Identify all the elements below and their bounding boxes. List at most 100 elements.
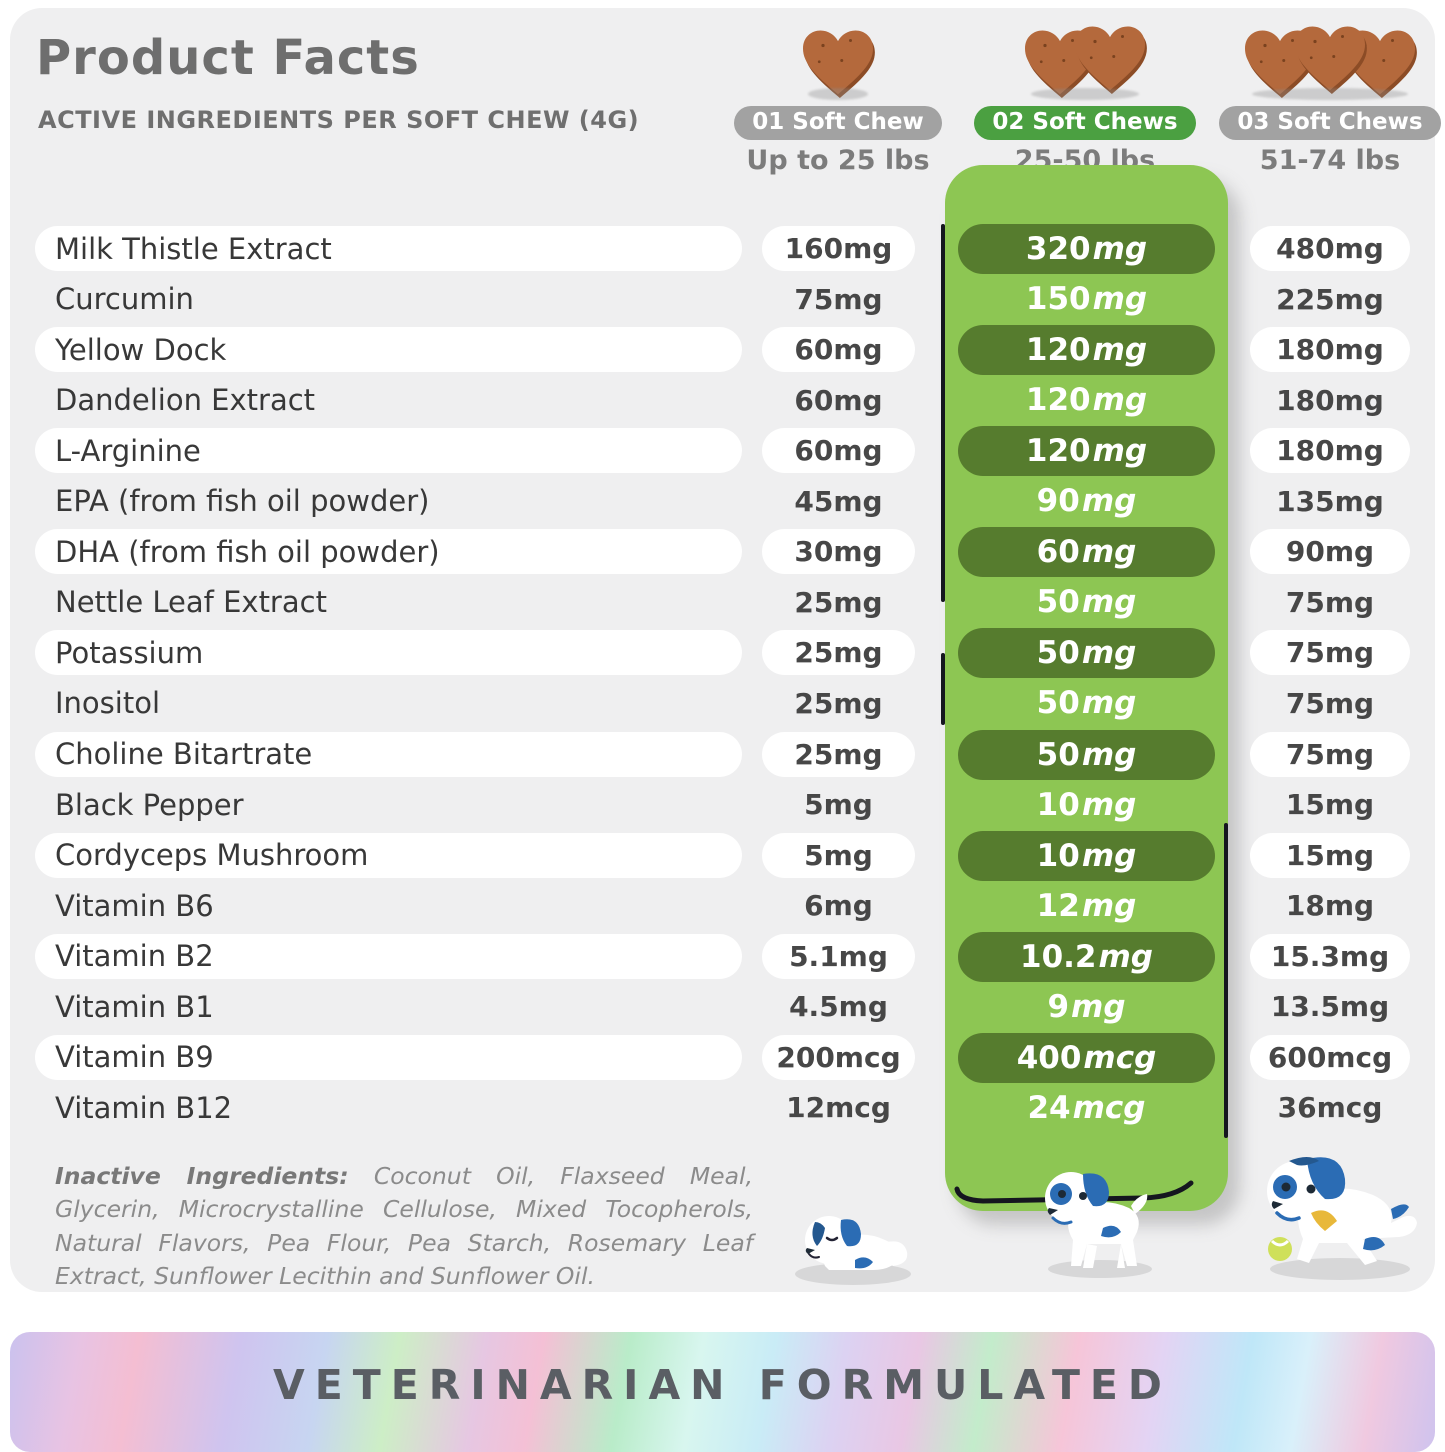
dose-1-chew: 160mg (762, 226, 915, 271)
dose-3-chews: 600mcg (1250, 1034, 1410, 1080)
page-title: Product Facts (36, 30, 420, 86)
table-row: Vitamin B6 6mg 12 mg 18mg (10, 883, 1435, 928)
dose-1-chew: 25mg (794, 686, 883, 720)
puppy-large-icon (1267, 1157, 1417, 1280)
chew-shadow (1031, 88, 1139, 100)
dose-3-chews: 15.3mg (1250, 933, 1410, 979)
ingredient-name: Potassium (35, 630, 742, 676)
table-row: Cordyceps Mushroom 5mg 10 mg 15mg (10, 830, 1435, 881)
ingredient-name: Vitamin B2 (35, 933, 742, 979)
banner-text: VETERINARIAN FORMULATED (273, 1361, 1172, 1409)
dose-2-chews: 9 mg (1047, 988, 1126, 1025)
dose-3-chews: 180mg (1250, 428, 1410, 474)
dose-2-chews: 320 mg (958, 224, 1215, 274)
ingredient-name: EPA (from fish oil powder) (55, 484, 430, 519)
soft-chew-icon (1200, 22, 1445, 100)
table-row: EPA (from fish oil powder) 45mg 90 mg 135… (10, 479, 1435, 524)
dose-3-chews: 18mg (1285, 889, 1375, 923)
inactive-ingredients: Inactive Ingredients: Coconut Oil, Flaxs… (55, 1160, 753, 1293)
dose-3-chews: 180mg (1250, 327, 1410, 373)
dose-3-chews: 36mcg (1277, 1091, 1383, 1125)
table-row: Milk Thistle Extract 160mg 320 mg 480mg (10, 224, 1435, 274)
dose-2-chews: 50 mg (1036, 685, 1137, 722)
soft-chew-icon (955, 22, 1215, 100)
dose-3-chews: 15mg (1285, 788, 1375, 822)
dose-2-chews: 50 mg (1036, 584, 1137, 621)
ingredient-name: Curcumin (55, 282, 194, 317)
chew-count-badge: 01 Soft Chew (734, 106, 942, 140)
dose-3-chews: 75mg (1285, 686, 1375, 720)
dose-2-chews: 24 mcg (1027, 1089, 1146, 1126)
dose-1-chew: 45mg (794, 484, 883, 518)
dose-3-chews: 480mg (1250, 226, 1410, 271)
dose-1-chew: 5mg (762, 832, 915, 878)
table-row: Dandelion Extract 60mg 120 mg 180mg (10, 378, 1435, 423)
table-row: Vitamin B12 12mcg 24 mcg 36mcg (10, 1085, 1435, 1130)
ingredient-name: Vitamin B6 (55, 888, 214, 923)
dose-1-chew: 6mg (804, 889, 873, 923)
ingredient-name: Nettle Leaf Extract (55, 585, 327, 620)
dose-3-chews: 180mg (1276, 383, 1384, 417)
ingredients-table: Milk Thistle Extract 160mg 320 mg 480mg C… (10, 224, 1435, 1151)
dose-2-chews: 150 mg (1025, 281, 1148, 318)
ingredient-name: Black Pepper (55, 787, 244, 822)
ingredient-name: Vitamin B12 (55, 1090, 233, 1125)
dose-1-chew: 25mg (762, 731, 915, 777)
table-row: Black Pepper 5mg 10 mg 15mg (10, 782, 1435, 827)
soft-chew-icon (708, 22, 968, 100)
dose-3-chews: 225mg (1276, 282, 1384, 316)
weight-range-label: 51-74 lbs (1259, 145, 1401, 176)
dose-2-chews: 120 mg (958, 426, 1215, 477)
table-row: DHA (from fish oil powder) 30mg 60 mg 90m… (10, 527, 1435, 578)
column-header-3-chews: 03 Soft Chews 51-74 lbs (1200, 22, 1445, 176)
table-row: Potassium 25mg 50 mg 75mg (10, 628, 1435, 679)
chew-shadow (1252, 88, 1408, 100)
table-row: L-Arginine 60mg 120 mg 180mg (10, 426, 1435, 477)
table-row: Curcumin 75mg 150 mg 225mg (10, 277, 1435, 322)
table-row: Yellow Dock 60mg 120 mg 180mg (10, 325, 1435, 376)
chew-count-badge: 03 Soft Chews (1219, 106, 1441, 140)
dose-1-chew: 30mg (762, 529, 915, 575)
dose-1-chew: 60mg (762, 327, 915, 373)
ingredient-name: Choline Bitartrate (35, 731, 742, 777)
column-header-1-chew: 01 Soft Chew Up to 25 lbs (708, 22, 968, 176)
dose-3-chews: 90mg (1250, 529, 1410, 575)
dose-3-chews: 75mg (1250, 731, 1410, 777)
brush-stroke-left-icon (941, 224, 945, 602)
puppy-small-icon (795, 1216, 911, 1285)
dose-2-chews: 50 mg (958, 729, 1215, 780)
dose-2-chews: 90 mg (1036, 483, 1137, 520)
ingredient-name: DHA (from fish oil powder) (35, 529, 742, 575)
dose-1-chew: 200mcg (762, 1034, 915, 1080)
ingredient-name: Inositol (55, 686, 161, 721)
dose-2-chews: 50 mg (958, 628, 1215, 679)
weight-range-label: Up to 25 lbs (746, 145, 930, 176)
ingredient-name: Dandelion Extract (55, 383, 316, 418)
dose-1-chew: 5.1mg (762, 933, 915, 979)
dose-1-chew: 25mg (794, 585, 883, 619)
dose-2-chews: 10 mg (1036, 786, 1137, 823)
chew-count-badge: 02 Soft Chews (974, 106, 1196, 140)
dose-1-chew: 75mg (794, 282, 883, 316)
dose-3-chews: 13.5mg (1270, 990, 1390, 1024)
table-row: Choline Bitartrate 25mg 50 mg 75mg (10, 729, 1435, 780)
dose-1-chew: 60mg (762, 428, 915, 474)
ingredient-name: L-Arginine (35, 428, 742, 474)
dose-1-chew: 25mg (762, 630, 915, 676)
veterinarian-banner: VETERINARIAN FORMULATED (10, 1332, 1435, 1452)
dose-2-chews: 120 mg (1025, 382, 1148, 419)
inactive-ingredients-label: Inactive Ingredients: (55, 1162, 349, 1190)
chew-shadow (808, 88, 868, 100)
dose-2-chews: 400 mcg (958, 1032, 1215, 1083)
dose-2-chews: 10.2 mg (958, 931, 1215, 982)
ingredient-name: Milk Thistle Extract (35, 226, 742, 271)
dose-1-chew: 5mg (804, 788, 873, 822)
brush-stroke-right-icon (1224, 823, 1228, 1138)
dose-1-chew: 4.5mg (789, 990, 888, 1024)
dose-1-chew: 60mg (794, 383, 883, 417)
ingredient-name: Yellow Dock (35, 327, 742, 373)
table-row: Vitamin B1 4.5mg 9 mg 13.5mg (10, 984, 1435, 1029)
page-subtitle: ACTIVE INGREDIENTS PER SOFT CHEW (4G) (38, 106, 640, 134)
ingredient-name: Vitamin B1 (55, 989, 214, 1024)
dose-2-chews: 12 mg (1036, 887, 1137, 924)
